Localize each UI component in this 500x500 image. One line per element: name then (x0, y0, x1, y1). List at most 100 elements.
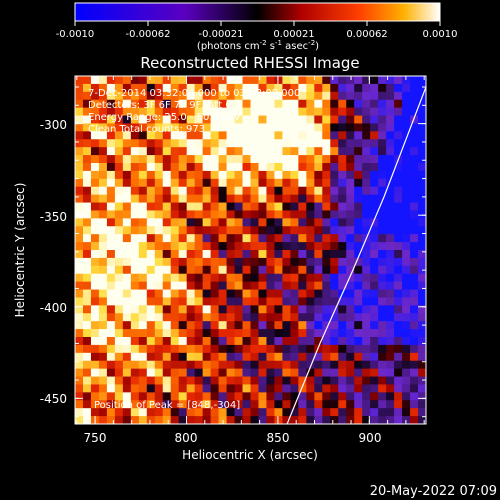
heatmap-cell (322, 163, 331, 172)
heatmap-cell (354, 329, 363, 338)
heatmap-cell (266, 408, 276, 417)
heatmap-cell (154, 218, 164, 227)
heatmap-cell (346, 273, 355, 283)
heatmap-cell (75, 337, 84, 346)
heatmap-cell (234, 131, 244, 140)
heatmap-cell (370, 194, 379, 204)
heatmap-cell (410, 242, 419, 251)
heatmap-cell (122, 368, 132, 378)
heatmap-cell (226, 83, 236, 93)
heatmap-cell (114, 273, 124, 283)
heatmap-cell (114, 360, 124, 370)
heatmap-cell (258, 170, 268, 180)
heatmap-cell (114, 408, 124, 417)
heatmap-cell (282, 131, 291, 140)
heatmap-cell (186, 305, 196, 314)
annotation-detectors: Detectors: 3F 6F 7F 9F, Att 0 (88, 100, 232, 111)
heatmap-cell (194, 163, 204, 172)
heatmap-cell (386, 313, 395, 322)
heatmap-cell (306, 234, 315, 243)
heatmap-cell (242, 265, 252, 275)
heatmap-cell (242, 305, 252, 314)
heatmap-cell (122, 257, 132, 267)
heatmap-cell (354, 147, 363, 156)
heatmap-cell (106, 384, 116, 393)
heatmap-cell (290, 281, 299, 291)
heatmap-cell (314, 178, 323, 188)
heatmap-cell (106, 83, 116, 93)
heatmap-cell (314, 131, 323, 140)
heatmap-cell (234, 123, 244, 132)
heatmap-cell (362, 265, 371, 275)
heatmap-cell (130, 155, 140, 164)
heatmap-cell (290, 376, 299, 386)
heatmap-cell (170, 218, 180, 227)
heatmap-cell (346, 186, 355, 196)
heatmap-cell (122, 329, 132, 338)
heatmap-cell (170, 384, 180, 393)
heatmap-cell (370, 321, 379, 330)
heatmap-cell (274, 384, 284, 393)
heatmap-cell (218, 281, 228, 291)
heatmap-cell (226, 123, 236, 132)
heatmap-cell (322, 376, 331, 386)
heatmap-cell (106, 368, 116, 378)
heatmap-cell (218, 250, 228, 259)
heatmap-cell (138, 123, 148, 132)
heatmap-cell (298, 281, 307, 291)
heatmap-cell (75, 99, 84, 109)
heatmap-cell (170, 337, 180, 346)
heatmap-cell (290, 337, 299, 346)
heatmap-cell (394, 305, 403, 314)
heatmap-cell (194, 76, 204, 85)
heatmap-cell (282, 273, 291, 283)
heatmap-cell (274, 99, 284, 109)
heatmap-cell (82, 360, 92, 370)
heatmap-cell (410, 321, 419, 330)
heatmap-cell (386, 305, 395, 314)
heatmap-cell (402, 194, 411, 204)
heatmap-cell (354, 384, 363, 393)
heatmap-cell (106, 155, 116, 164)
heatmap-cell (338, 123, 347, 132)
heatmap-cell (130, 400, 140, 409)
heatmap-cell (178, 360, 188, 370)
heatmap-cell (258, 123, 268, 132)
heatmap-cell (218, 400, 228, 409)
heatmap-cell (194, 376, 204, 386)
heatmap-cell (114, 400, 124, 409)
heatmap-cell (154, 281, 164, 291)
heatmap-cell (258, 392, 268, 401)
heatmap-cell (306, 392, 315, 401)
heatmap-cell (194, 155, 204, 164)
heatmap-cell (106, 186, 116, 196)
heatmap-cell (218, 107, 228, 117)
heatmap-cell (258, 360, 268, 370)
heatmap-cell (162, 250, 172, 259)
heatmap-cell (162, 163, 172, 172)
heatmap-cell (170, 115, 180, 125)
heatmap-cell (250, 250, 260, 259)
heatmap-cell (314, 147, 323, 156)
heatmap-cell (394, 408, 403, 417)
heatmap-cell (394, 352, 403, 362)
heatmap-cell (186, 107, 196, 117)
heatmap-cell (178, 218, 188, 227)
heatmap-cell (338, 352, 347, 362)
y-tick-label-1: -350 (40, 210, 67, 224)
heatmap-cell (170, 131, 180, 140)
heatmap-cell (314, 202, 323, 212)
heatmap-cell (90, 115, 100, 125)
heatmap-cell (346, 416, 355, 424)
heatmap-cell (394, 257, 403, 267)
heatmap-cell (186, 131, 196, 140)
heatmap-cell (138, 91, 148, 101)
heatmap-cell (298, 329, 307, 338)
heatmap-cell (178, 265, 188, 275)
heatmap-cell (114, 76, 124, 85)
heatmap-cell (90, 297, 100, 306)
heatmap-cell (106, 337, 116, 346)
heatmap-cell (346, 91, 355, 101)
heatmap-cell (410, 376, 419, 386)
heatmap-cell (234, 83, 244, 93)
